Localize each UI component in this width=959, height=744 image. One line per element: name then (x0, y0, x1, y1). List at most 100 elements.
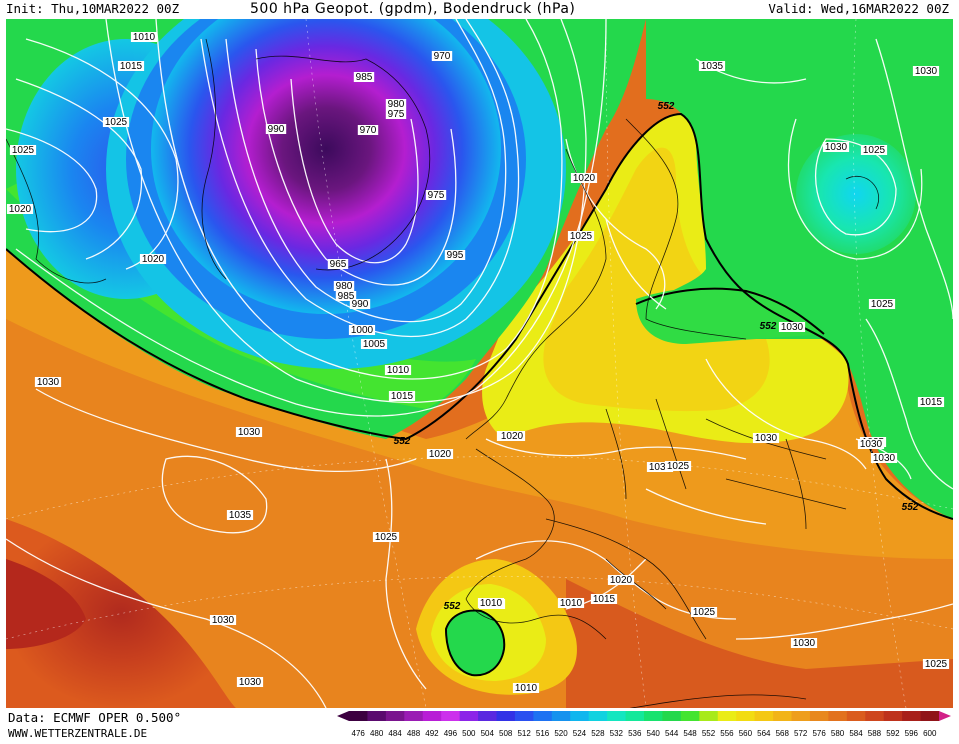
pressure-label: 1030 (873, 453, 896, 464)
legend-tick-label: 492 (425, 729, 439, 738)
pressure-label: 1030 (649, 462, 672, 473)
legend-tick-label: 564 (757, 729, 771, 738)
pressure-label-bg (778, 322, 806, 332)
pressure-label-bg (698, 61, 726, 71)
pressure-label: 1020 (573, 173, 596, 184)
pressure-label: 985 (338, 291, 355, 302)
pressure-label-bg (425, 190, 447, 200)
legend-swatch (385, 711, 405, 721)
legend-tick-label: 584 (849, 729, 863, 738)
pressure-label: 1025 (375, 532, 398, 543)
pressure-label: 985 (356, 72, 373, 83)
pressure-label: 1030 (793, 638, 816, 649)
contour-552-cutoff (444, 609, 506, 677)
pressure-label: 1000 (351, 325, 374, 336)
legend-tick-label: 560 (739, 729, 753, 738)
pressure-label-bg (102, 117, 130, 127)
legend-tick-label: 524 (573, 729, 587, 738)
pressure-label-bg (790, 638, 818, 648)
legend-tick-label: 500 (462, 729, 476, 738)
pressure-label: 1020 (142, 254, 165, 265)
pressure-label-bg (431, 51, 453, 61)
legend-swatch (496, 711, 516, 721)
pressure-label: 1025 (667, 461, 690, 472)
legend-tick-label: 568 (776, 729, 790, 738)
pressure-label: 1010 (133, 32, 156, 43)
legend-tick-label: 516 (536, 729, 550, 738)
contour-552-baltic (635, 287, 825, 335)
pressure-label-bg (139, 254, 167, 264)
pressure-label-bg (607, 575, 635, 585)
pressure-label: 1025 (12, 145, 35, 156)
pressure-label-bg (567, 231, 595, 241)
pressure-label: 1020 (429, 449, 452, 460)
pressure-label: 1025 (693, 607, 716, 618)
pressure-label-bg (752, 433, 780, 443)
legend-swatch (644, 711, 663, 721)
pressure-label-bg (557, 598, 585, 608)
legend-tick-label: 572 (794, 729, 808, 738)
red-southeast (566, 579, 953, 708)
pressure-label: 1020 (610, 575, 633, 586)
pressure-label-bg (385, 99, 407, 109)
pressure-label-bg (335, 291, 357, 301)
pressure-label-bg (922, 659, 950, 669)
pressure-label: 995 (447, 250, 464, 261)
pressure-label-bg (333, 281, 355, 291)
pressure-label-bg (646, 462, 674, 472)
geopotential-labels: 552 552 552 552 552 (394, 101, 919, 612)
pressure-label: 1025 (925, 659, 948, 670)
legend-swatch (736, 711, 756, 721)
legend-tick-label: 556 (720, 729, 734, 738)
pressure-label-bg (327, 259, 349, 269)
pressure-label: 1025 (570, 231, 593, 242)
legend-tick-label: 580 (831, 729, 845, 738)
pressure-label: 1030 (781, 322, 804, 333)
valid-time: Valid: Wed,16MAR2022 00Z (768, 1, 949, 16)
pressure-label: 1035 (229, 510, 252, 521)
pressure-label: 1010 (480, 598, 503, 609)
legend-swatch (828, 711, 848, 721)
legend-swatch (404, 711, 424, 721)
pressure-label-bg (870, 453, 898, 463)
pressure-label: 1030 (239, 677, 262, 688)
red-southwest (6, 519, 236, 708)
pressure-label: 1015 (391, 391, 414, 402)
pressure-label-bg (477, 598, 505, 608)
legend-tick-label: 576 (812, 729, 826, 738)
isobars (6, 19, 953, 708)
legend-swatch (478, 711, 497, 721)
pressure-label-bg (130, 32, 158, 42)
legend-tick-label: 536 (628, 729, 642, 738)
pressure-label: 1030 (825, 142, 848, 153)
data-source: Data: ECMWF OPER 0.500° (8, 710, 182, 725)
pressure-label: 1025 (863, 145, 886, 156)
pressure-label-bg (6, 204, 34, 214)
legend-swatch (865, 711, 885, 721)
legend-min-arrow (337, 711, 349, 721)
pressure-label-bg (226, 510, 254, 520)
legend-swatch (459, 711, 479, 721)
pressure-label: 1015 (920, 397, 943, 408)
legend-tick-label: 476 (352, 729, 366, 738)
legend-swatch (846, 711, 866, 721)
pressure-label-bg (498, 431, 526, 441)
pressure-label: 1030 (212, 615, 235, 626)
pressure-label-bg (917, 397, 945, 407)
pressure-label-bg (512, 683, 540, 693)
pressure-label: 980 (336, 281, 353, 292)
pressure-label-bg (357, 125, 379, 135)
color-scale-legend: 476 480 484 488 492 496 500 504 508 512 516 520 524 5… (335, 710, 957, 740)
legend-tick-label: 596 (905, 729, 919, 738)
pressure-label-bg (444, 250, 466, 260)
pressure-label-bg (590, 594, 618, 604)
pressure-label: 1030 (860, 439, 883, 450)
legend-tick-label: 496 (444, 729, 458, 738)
pressure-label: 1005 (363, 339, 386, 350)
legend-swatch (551, 711, 571, 721)
forecast-map[interactable]: 1010 1015 1025 1025 1020 1020 990 985 980 975 970 9… (6, 19, 953, 708)
legend-tick-label: 504 (481, 729, 495, 738)
legend-tick-label: 512 (517, 729, 531, 738)
pressure-label-bg (34, 377, 62, 387)
